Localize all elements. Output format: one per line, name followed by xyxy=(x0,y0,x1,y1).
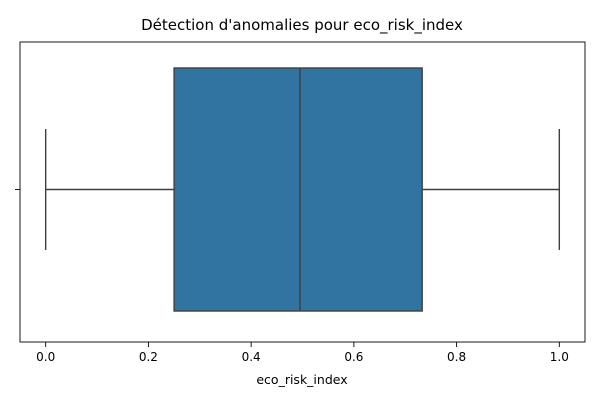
x-tick-label: 0.0 xyxy=(36,350,55,364)
axes-frame xyxy=(19,41,586,343)
x-tick-label: 1.0 xyxy=(550,350,569,364)
x-axis-ticks: 0.0 0.2 0.4 0.6 0.8 1.0 xyxy=(36,342,569,364)
x-tick-label: 0.6 xyxy=(344,350,363,364)
x-tick-label: 0.8 xyxy=(447,350,466,364)
x-tick-label: 0.4 xyxy=(242,350,261,364)
x-tick-label: 0.2 xyxy=(139,350,158,364)
chart-title: Détection d'anomalies pour eco_risk_inde… xyxy=(141,16,463,35)
plot-area xyxy=(44,67,561,312)
iqr-box xyxy=(173,67,423,312)
x-axis-label: eco_risk_index xyxy=(256,372,347,387)
